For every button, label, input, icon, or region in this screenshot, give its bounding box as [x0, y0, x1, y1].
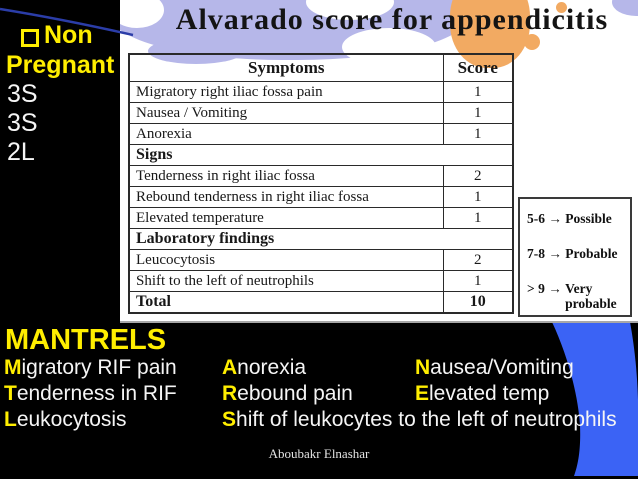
mnemonic-item: Nausea/Vomiting — [415, 356, 574, 379]
orange-blob — [556, 2, 567, 13]
mnemonic-list: Migratory RIF pain Anorexia Nausea/Vomitin… — [4, 356, 636, 434]
legend-line: > 9 → Very probable — [527, 281, 630, 311]
table-row: Shift to the left of neutrophils 1 — [128, 270, 514, 292]
symptom-cell: Shift to the left of neutrophils — [128, 270, 444, 292]
table-row: Signs — [128, 144, 514, 166]
lavender-blob — [612, 0, 638, 16]
arrow-icon: → — [548, 211, 566, 226]
legend-meaning: Probable — [565, 246, 618, 261]
legend-range: > 9 — [527, 281, 549, 296]
score-cell: 1 — [442, 102, 514, 124]
symptom-cell: Rebound tenderness in right iliac fossa — [128, 186, 444, 208]
orange-blob — [524, 34, 540, 50]
table-row: Laboratory findings — [128, 228, 514, 250]
score-cell: 1 — [442, 270, 514, 292]
section-header-cell: Laboratory findings — [128, 228, 514, 250]
left-panel-note: 3S — [7, 80, 38, 108]
checkbox-bullet-icon — [21, 29, 39, 47]
symptom-cell: Tenderness in right iliac fossa — [128, 165, 444, 187]
mnemonic-letter: N — [415, 356, 431, 379]
legend-range: 5-6 — [527, 211, 549, 226]
symptom-cell: Total — [128, 291, 444, 314]
mnemonic-letter: S — [222, 408, 237, 431]
left-panel-note: 3S — [7, 109, 38, 137]
symptom-cell: Anorexia — [128, 123, 444, 145]
mnemonic-row: Tenderness in RIF Rebound pain Elevated te… — [4, 382, 636, 408]
table-row: Nausea / Vomiting 1 — [128, 102, 514, 124]
mnemonic-item: Rebound pain — [222, 382, 353, 405]
mnemonic-item: Leukocytosis — [4, 408, 127, 431]
score-cell: 1 — [442, 186, 514, 208]
table-row: Migratory right iliac fossa pain 1 — [128, 81, 514, 103]
table-row: Elevated temperature 1 — [128, 207, 514, 229]
mnemonic-item: Elevated temp — [415, 382, 550, 405]
legend-range: 7-8 — [527, 246, 549, 261]
score-cell: 10 — [442, 291, 514, 314]
arrow-icon: → — [548, 246, 566, 261]
mnemonic-item: Tenderness in RIF — [4, 382, 177, 405]
score-cell: 1 — [442, 207, 514, 229]
mnemonic-title: MANTRELS — [5, 324, 167, 356]
credit-text: Aboubakr Elnashar — [268, 446, 370, 461]
mnemonic-letter: M — [4, 356, 22, 379]
mnemonic-item: Shift of leukocytes to the left of neutr… — [222, 408, 617, 431]
section-header-cell: Signs — [128, 144, 514, 166]
legend-meaning: Very probable — [565, 281, 617, 311]
table-row: Leucocytosis 2 — [128, 249, 514, 271]
arrow-icon: → — [548, 281, 566, 296]
mnemonic-item: Anorexia — [222, 356, 307, 379]
mnemonic-letter: T — [4, 382, 17, 405]
symptom-cell: Nausea / Vomiting — [128, 102, 444, 124]
left-panel-note: 2L — [7, 138, 35, 166]
score-cell: 1 — [442, 81, 514, 103]
alvarado-figure-image: Alvarado score for appendicitis Symptoms… — [120, 0, 638, 323]
mnemonic-letter: R — [222, 382, 238, 405]
table-row: Tenderness in right iliac fossa 2 — [128, 165, 514, 187]
table-header-row: Symptoms Score — [128, 53, 514, 82]
legend-meaning: Possible — [565, 211, 612, 226]
figure-title: Alvarado score for appendicitis — [175, 3, 609, 36]
mnemonic-letter: E — [415, 382, 430, 405]
mnemonic-letter: A — [222, 356, 238, 379]
table-row: Rebound tenderness in right iliac fossa 1 — [128, 186, 514, 208]
table-row: Total 10 — [128, 291, 514, 314]
score-cell: 1 — [442, 123, 514, 145]
table-row: Anorexia 1 — [128, 123, 514, 145]
symptom-cell: Elevated temperature — [128, 207, 444, 229]
symptom-cell: Leucocytosis — [128, 249, 444, 271]
legend-line: 5-6 → Possible — [527, 211, 630, 226]
score-interpretation-box: 5-6 → Possible 7-8 → Probable > 9 → Very p… — [518, 197, 632, 317]
left-panel-title-line1: Non — [44, 21, 93, 49]
column-header-symptoms: Symptoms — [128, 53, 444, 82]
column-header-score: Score — [442, 53, 514, 82]
mnemonic-letter: L — [4, 408, 17, 431]
score-cell: 2 — [442, 249, 514, 271]
mnemonic-row: Migratory RIF pain Anorexia Nausea/Vomitin… — [4, 356, 636, 382]
symptom-cell: Migratory right iliac fossa pain — [128, 81, 444, 103]
mnemonic-row: Leukocytosis Shift of leukocytes to the l… — [4, 408, 636, 434]
mnemonic-item: Migratory RIF pain — [4, 356, 177, 379]
white-blob — [306, 0, 394, 20]
left-panel-title-line2: Pregnant — [6, 51, 115, 79]
alvarado-score-table: Symptoms Score Migratory right iliac fos… — [128, 53, 514, 314]
score-cell: 2 — [442, 165, 514, 187]
legend-line: 7-8 → Probable — [527, 246, 630, 261]
